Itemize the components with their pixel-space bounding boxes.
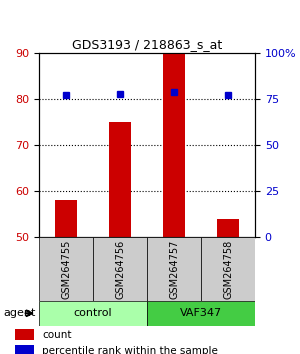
FancyBboxPatch shape bbox=[39, 237, 93, 301]
Bar bbox=[163, 53, 185, 237]
Text: GSM264756: GSM264756 bbox=[115, 239, 125, 299]
Bar bbox=[15, 329, 34, 340]
Text: GSM264757: GSM264757 bbox=[169, 239, 179, 299]
FancyBboxPatch shape bbox=[39, 301, 147, 326]
Text: percentile rank within the sample: percentile rank within the sample bbox=[42, 346, 218, 354]
Bar bbox=[15, 345, 34, 354]
Bar bbox=[55, 200, 77, 237]
Text: agent: agent bbox=[3, 308, 35, 318]
FancyBboxPatch shape bbox=[93, 237, 147, 301]
Text: control: control bbox=[74, 308, 112, 318]
Title: GDS3193 / 218863_s_at: GDS3193 / 218863_s_at bbox=[72, 38, 222, 51]
Bar bbox=[217, 219, 239, 237]
Text: VAF347: VAF347 bbox=[180, 308, 222, 318]
FancyBboxPatch shape bbox=[201, 237, 255, 301]
FancyBboxPatch shape bbox=[147, 237, 201, 301]
Text: GSM264755: GSM264755 bbox=[61, 239, 71, 299]
Text: GSM264758: GSM264758 bbox=[223, 239, 233, 299]
Bar bbox=[109, 122, 131, 237]
FancyBboxPatch shape bbox=[147, 301, 255, 326]
Text: count: count bbox=[42, 330, 71, 339]
